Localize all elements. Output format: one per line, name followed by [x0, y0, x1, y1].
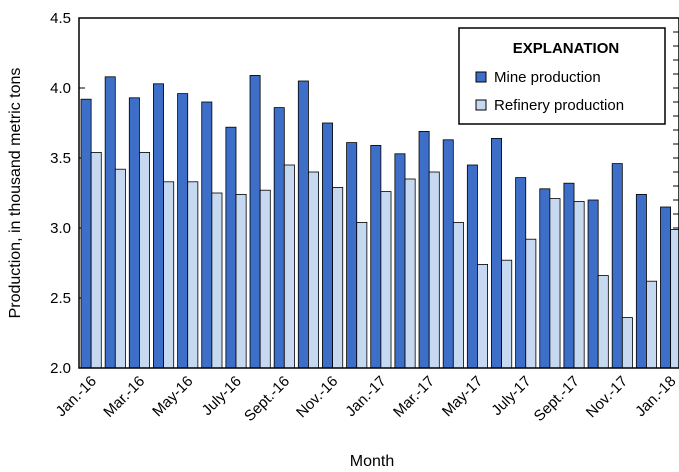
bar-refinery	[163, 181, 175, 369]
bar-refinery	[477, 263, 488, 369]
y-axis-title: Production, in thousand metric tons	[7, 68, 24, 319]
bar-refinery	[114, 168, 126, 369]
y-tick-label: 2.5	[50, 290, 71, 307]
x-tick-label: July-16	[199, 373, 245, 419]
bar-mine	[297, 80, 309, 369]
legend-box	[458, 27, 666, 125]
x-tick-label: July-17	[488, 373, 534, 419]
bar-refinery	[283, 164, 295, 369]
x-tick-label: Mar.-17	[390, 373, 438, 421]
bar-mine	[491, 137, 503, 369]
x-tick-label: Jan.-17	[342, 373, 389, 420]
bar-refinery	[90, 151, 102, 369]
bar-mine	[80, 98, 92, 369]
x-tick-label: Sept.-17	[531, 373, 583, 425]
bar-refinery	[621, 317, 633, 369]
bar-mine	[515, 177, 527, 369]
x-tick-label: May-17	[439, 373, 486, 420]
bar-mine	[587, 199, 599, 369]
y-tick-label: 2.0	[50, 360, 71, 377]
bar-mine	[611, 163, 623, 369]
bar-mine	[177, 93, 189, 369]
x-tick-label: Jan.-18	[632, 373, 679, 420]
legend-label-mine: Mine production	[494, 69, 601, 86]
y-tick-label: 3.5	[50, 150, 71, 167]
bar-mine	[370, 144, 382, 369]
bar-mine	[322, 122, 333, 369]
bar-mine	[128, 97, 140, 369]
x-tick-label: Sept.-16	[241, 373, 293, 425]
bar-mine	[394, 153, 406, 369]
bar-mine	[539, 188, 551, 369]
bar-refinery	[404, 178, 416, 369]
y-tick-label: 4.0	[50, 80, 71, 97]
x-tick-label: Mar.-16	[100, 373, 148, 421]
bar-refinery	[452, 221, 464, 369]
bar-refinery	[308, 171, 319, 369]
bar-mine	[201, 101, 213, 369]
x-tick-label: Jan.-16	[53, 373, 100, 420]
bar-mine	[346, 142, 358, 369]
bar-refinery	[670, 228, 679, 369]
bar-refinery	[525, 238, 537, 369]
legend-swatch-refinery	[475, 99, 487, 111]
bar-mine	[153, 83, 164, 369]
bar-mine	[660, 206, 672, 369]
bar-mine	[273, 107, 285, 369]
y-tick-label: 3.0	[50, 220, 71, 237]
y-tick-label: 4.5	[50, 10, 71, 27]
bar-refinery	[646, 280, 658, 369]
bar-refinery	[211, 192, 223, 369]
bar-refinery	[356, 221, 368, 369]
bar-refinery	[380, 191, 392, 369]
legend-swatch-mine	[475, 71, 487, 83]
bar-mine	[104, 76, 116, 369]
bar-refinery	[332, 186, 344, 369]
legend-label-refinery: Refinery production	[494, 97, 624, 114]
y-tick-labels: 2.0 2.5 3.0 3.5 4.0 4.5	[50, 10, 71, 377]
bar-refinery	[139, 151, 150, 369]
bar-mine	[635, 193, 647, 369]
bar-refinery	[549, 198, 561, 369]
bar-refinery	[597, 275, 609, 369]
plot-frame	[78, 17, 679, 369]
x-tick-label: Nov.-16	[293, 373, 341, 421]
legend: EXPLANATION Mine production Refinery pro…	[458, 27, 666, 125]
bar-mine	[225, 126, 237, 369]
bar-refinery	[235, 193, 247, 369]
bar-refinery	[428, 171, 440, 369]
bar-refinery	[501, 259, 513, 369]
bar-mine	[249, 75, 261, 369]
bar-refinery	[187, 181, 199, 369]
bar-refinery	[259, 189, 271, 369]
x-axis-title: Month	[350, 453, 394, 470]
bar-mine	[418, 130, 430, 369]
bar-refinery	[573, 200, 585, 369]
x-tick-label: Nov.-17	[583, 373, 631, 421]
legend-title: EXPLANATION	[513, 40, 619, 57]
bar-mine	[563, 182, 575, 369]
bar-mine	[442, 139, 454, 369]
bar-mine	[466, 164, 478, 369]
x-tick-label: May-16	[149, 373, 196, 420]
bars	[80, 75, 679, 369]
